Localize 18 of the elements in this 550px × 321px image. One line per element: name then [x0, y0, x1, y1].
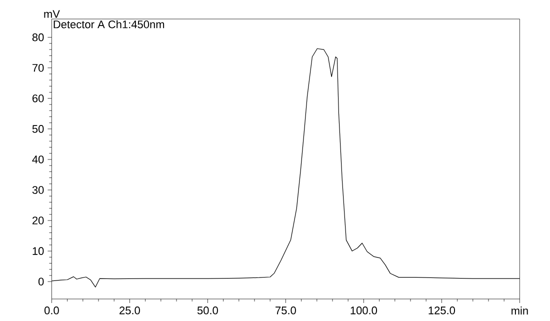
- y-tick-label: 30: [32, 186, 44, 194]
- y-tick-label: 60: [32, 94, 44, 102]
- x-tick-label: min: [512, 306, 528, 314]
- x-tick-label: 50.0: [197, 306, 218, 314]
- y-tick-label: 50: [32, 125, 44, 133]
- x-tick-label: 100.0: [350, 306, 378, 314]
- x-tick-label: 125.0: [428, 306, 456, 314]
- x-tick-label: 0.0: [44, 306, 59, 314]
- x-tick-label: 75.0: [276, 306, 296, 314]
- x-tick-label: 25.0: [120, 306, 140, 314]
- annotation: Detector A Ch1:450nm: [54, 20, 164, 28]
- y-tick-label: 10: [32, 247, 44, 255]
- y-tick-label: 70: [32, 64, 44, 72]
- y-tick-label: 40: [32, 156, 44, 164]
- y-axis-title: mV: [44, 10, 60, 18]
- y-tick-label: 20: [32, 216, 44, 224]
- y-tick-label: 0: [38, 278, 44, 286]
- y-tick-label: 80: [32, 33, 44, 42]
